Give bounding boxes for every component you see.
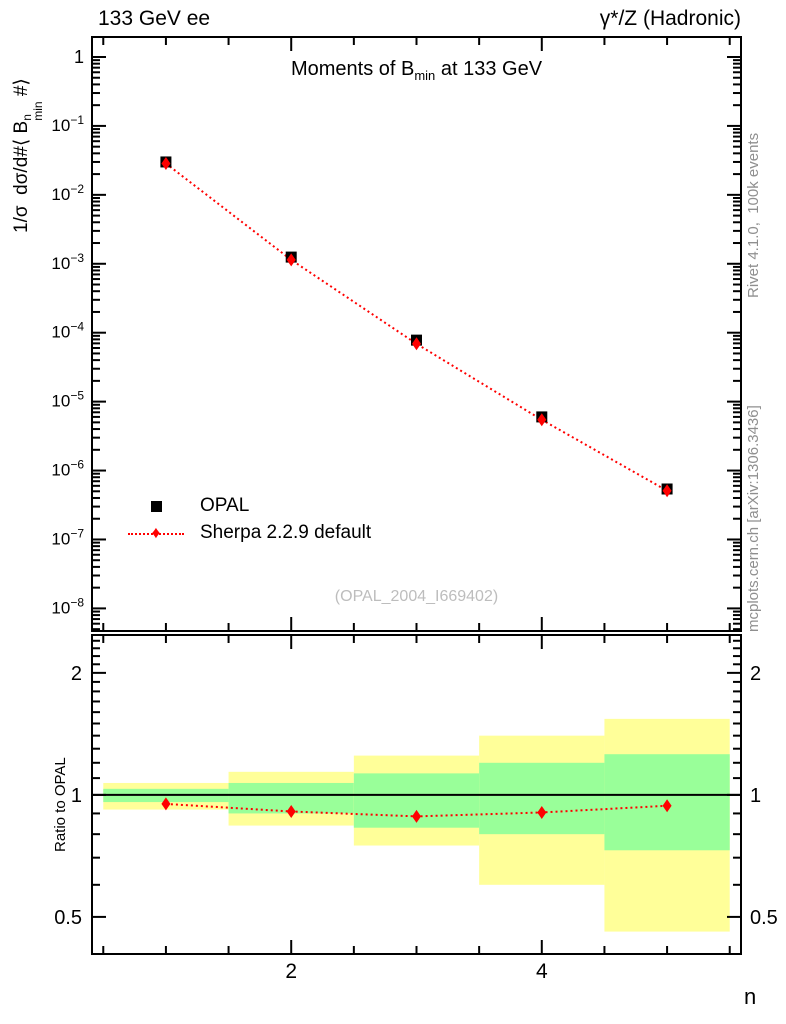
svg-text:10−5: 10−5: [51, 389, 84, 411]
legend: OPAL ♦ Sherpa 2.2.9 default: [126, 495, 372, 543]
plot-title: Moments of Bmin at 133 GeV: [290, 58, 543, 83]
svg-text:0.5: 0.5: [54, 907, 82, 929]
legend-item-mc: ♦ Sherpa 2.2.9 default: [126, 522, 372, 543]
mcplots-reference-text: mcplots.cern.ch [arXiv:1306.3436]: [745, 405, 762, 632]
svg-text:2: 2: [285, 960, 297, 983]
svg-text:10−2: 10−2: [51, 182, 84, 204]
svg-text:1: 1: [750, 785, 761, 807]
legend-label-sherpa: Sherpa 2.2.9 default: [200, 522, 372, 543]
x-axis-label: n: [744, 984, 757, 1009]
legend-label-opal: OPAL: [200, 495, 250, 516]
legend-item-data: OPAL: [126, 495, 371, 516]
beam-info-header: 133 GeV ee: [98, 7, 211, 30]
svg-text:2: 2: [71, 663, 82, 685]
svg-text:10−8: 10−8: [51, 595, 84, 617]
svg-text:1: 1: [74, 47, 84, 67]
y-axis-label-ratio: Ratio to OPAL: [52, 757, 69, 852]
svg-text:10−7: 10−7: [51, 526, 84, 548]
sherpa-diamond-line-icon: ♦: [126, 524, 186, 541]
svg-text:10−3: 10−3: [51, 251, 84, 273]
analysis-id-watermark: (OPAL_2004_I669402): [334, 588, 499, 605]
svg-text:10−4: 10−4: [51, 320, 84, 342]
rivet-version-text: Rivet 4.1.0, 100k events: [745, 132, 762, 298]
process-header: γ*/Z (Hadronic): [599, 7, 741, 30]
svg-text:0.5: 0.5: [750, 907, 778, 929]
svg-text:4: 4: [536, 960, 548, 983]
opal-square-icon: [126, 500, 186, 512]
svg-text:10−1: 10−1: [51, 113, 84, 135]
svg-text:1: 1: [71, 785, 82, 807]
svg-text:2: 2: [750, 663, 761, 685]
svg-text:10−6: 10−6: [51, 458, 84, 480]
